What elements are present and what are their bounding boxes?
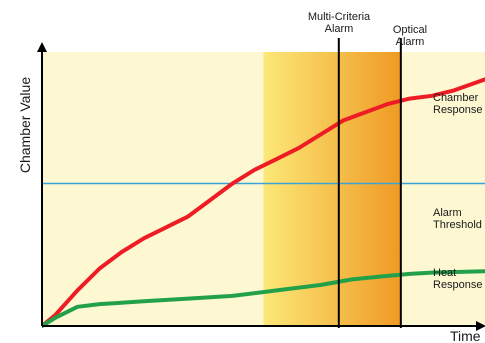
- x-axis-arrow: [476, 321, 485, 331]
- optical-alarm-label-line-2: Alarm: [396, 36, 425, 48]
- alarm-threshold-label-line-2: Threshold: [433, 219, 482, 231]
- alarm-threshold-label-line-1: Alarm: [433, 207, 462, 219]
- multi-criteria-alarm-label-line-1: Multi-Criteria: [308, 11, 371, 23]
- heat-response-label-line-2: Response: [433, 279, 483, 291]
- optical-alarm-label-line-1: Optical: [393, 24, 427, 36]
- series-line-heat-response: [42, 269, 485, 328]
- heat-response-label-line-1: Heat: [433, 267, 456, 279]
- x-axis-label: Time: [450, 328, 481, 343]
- y-axis-label: Chamber Value: [17, 77, 33, 173]
- chamber-response-label-line-1: Chamber: [433, 92, 479, 104]
- y-axis-arrow: [37, 42, 47, 52]
- alarm-window-band: [263, 52, 401, 326]
- series-line-chamber-response: [42, 77, 485, 328]
- chamber-response-label-line-2: Response: [433, 104, 483, 116]
- multi-criteria-alarm-label-line-2: Alarm: [325, 23, 354, 35]
